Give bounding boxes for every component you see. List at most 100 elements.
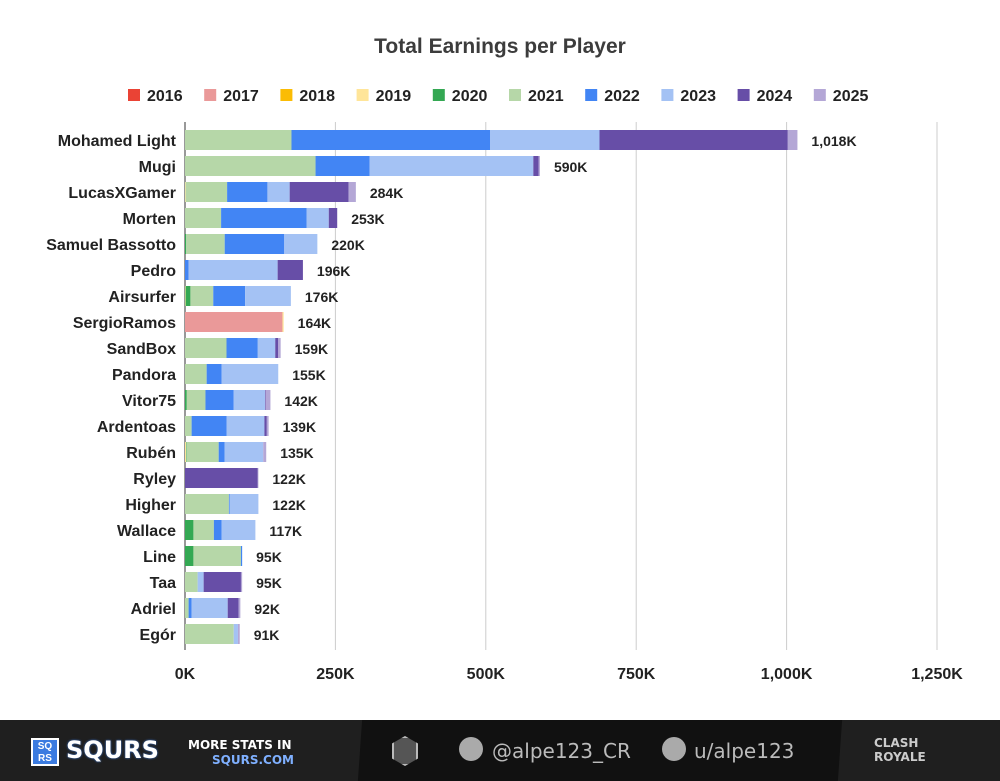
legend-swatch-2016 xyxy=(128,89,140,101)
bar-segment-2022 xyxy=(206,364,222,384)
bar-segment-2022 xyxy=(188,598,192,618)
category-label: LucasXGamer xyxy=(68,185,176,202)
legend-swatch-2020 xyxy=(432,89,445,101)
legend-swatch-2023 xyxy=(661,89,674,101)
bar-segment-2023 xyxy=(233,390,266,410)
category-label: SergioRamos xyxy=(73,315,176,332)
legend-label-2020: 2020 xyxy=(452,88,488,105)
total-label: 159K xyxy=(295,341,328,357)
bar-segment-2021 xyxy=(185,156,316,176)
legend-swatch-2017 xyxy=(204,89,217,101)
legend-label-2022: 2022 xyxy=(604,88,640,105)
stacked-bar-chart: Total Earnings per Player 2016 2017 2018 20… xyxy=(46,35,963,683)
category-label: Egór xyxy=(140,627,176,644)
bar-segment-2020 xyxy=(185,286,191,306)
bar-segment-2024 xyxy=(599,130,788,150)
category-label: Mugi xyxy=(139,159,176,176)
bar-segment-2025 xyxy=(237,624,240,644)
legend-label-2025: 2025 xyxy=(833,88,869,105)
bar-segment-2020 xyxy=(185,520,194,540)
bar-segment-2023 xyxy=(224,442,264,462)
squrs-site-link[interactable]: SQURS.COM xyxy=(212,753,294,767)
bar-segment-2021 xyxy=(186,234,225,254)
bar-segment-2023 xyxy=(226,416,265,436)
category-label: Rubén xyxy=(126,445,176,462)
total-label: 135K xyxy=(280,445,313,461)
bar-segment-2022 xyxy=(185,260,189,280)
bar-segment-2024 xyxy=(277,260,303,280)
bar-segment-2025 xyxy=(787,130,798,150)
bar-segment-2024 xyxy=(203,572,241,592)
total-label: 91K xyxy=(254,627,280,643)
bar-segment-2022 xyxy=(228,494,230,514)
bar-segment-2023 xyxy=(267,182,290,202)
legend-label-2024: 2024 xyxy=(757,88,793,105)
bar-segment-2022 xyxy=(291,130,491,150)
category-label: Ryley xyxy=(133,471,176,488)
reddit-handle[interactable]: u/alpe123 xyxy=(694,739,795,763)
total-label: 1,018K xyxy=(811,133,856,149)
bar-segment-2023 xyxy=(229,494,259,514)
bar-segment-2021 xyxy=(185,130,292,150)
legend-label-2019: 2019 xyxy=(376,88,412,105)
bar-segment-2019 xyxy=(282,312,284,332)
bar-segment-2023 xyxy=(257,338,276,358)
bar-segment-2025 xyxy=(278,338,281,358)
total-label: 122K xyxy=(272,497,305,513)
bar-segment-2025 xyxy=(238,598,241,618)
bar-segment-2023 xyxy=(188,260,278,280)
bar-segment-2021 xyxy=(186,442,219,462)
twitter-handle[interactable]: @alpe123_CR xyxy=(492,739,631,763)
x-tick-label: 500K xyxy=(467,666,506,683)
total-label: 122K xyxy=(272,471,305,487)
bar-segment-2022 xyxy=(226,338,258,358)
bar-segment-2021 xyxy=(185,494,229,514)
bar-segment-2022 xyxy=(221,208,307,228)
category-label: Mohamed Light xyxy=(58,133,177,150)
category-label: Morten xyxy=(123,211,176,228)
bar-segment-2022 xyxy=(315,156,370,176)
total-label: 139K xyxy=(283,419,316,435)
bar-segment-2019 xyxy=(185,286,186,306)
bar-segment-2021 xyxy=(185,572,198,592)
legend-swatch-2021 xyxy=(509,89,521,101)
category-label: Line xyxy=(143,549,176,566)
bar-segment-2021 xyxy=(193,520,214,540)
bar-segment-2020 xyxy=(185,234,187,254)
total-label: 95K xyxy=(256,549,282,565)
squrs-brand: SQURS xyxy=(66,736,159,764)
total-label: 284K xyxy=(370,185,403,201)
bar-segment-2020 xyxy=(185,390,187,410)
bar-segment-2022 xyxy=(213,520,222,540)
bar-segment-2021 xyxy=(185,364,207,384)
bar-segment-2021 xyxy=(185,624,234,644)
bar-segment-2024 xyxy=(264,416,267,436)
bar-segment-2021 xyxy=(186,390,206,410)
gridlines: 0K 250K 500K 750K 1,000K 1,250K xyxy=(175,122,963,683)
bar-segment-2019 xyxy=(185,182,186,202)
bar-segment-2021 xyxy=(193,546,241,566)
footer-banner: SQ RS SQURS MORE STATS IN SQURS.COM @alp… xyxy=(0,720,1000,781)
category-label: Airsurfer xyxy=(108,289,176,306)
bar-segment-2023 xyxy=(221,364,279,384)
bar-segment-2025 xyxy=(348,182,356,202)
legend-label-2018: 2018 xyxy=(299,88,335,105)
bar-segment-2022 xyxy=(224,234,285,254)
bar-segment-2020 xyxy=(186,442,187,462)
total-label: 220K xyxy=(331,237,364,253)
clash-royale-logo: CLASH ROYALE xyxy=(874,736,926,764)
total-label: 253K xyxy=(351,211,384,227)
bar-segment-2025 xyxy=(266,416,269,436)
bar-segment-2024 xyxy=(265,390,266,410)
bar-segment-2017 xyxy=(185,312,283,332)
reddit-icon xyxy=(662,737,686,761)
bar-segment-2020 xyxy=(185,546,194,566)
bar-segment-2024 xyxy=(185,468,258,488)
bars xyxy=(185,130,798,644)
x-tick-label: 1,000K xyxy=(761,666,813,683)
bar-segment-2023 xyxy=(369,156,534,176)
category-label: Ardentoas xyxy=(97,419,176,436)
bar-segment-2023 xyxy=(221,520,256,540)
total-label: 176K xyxy=(305,289,338,305)
bar-segment-2023 xyxy=(197,572,204,592)
